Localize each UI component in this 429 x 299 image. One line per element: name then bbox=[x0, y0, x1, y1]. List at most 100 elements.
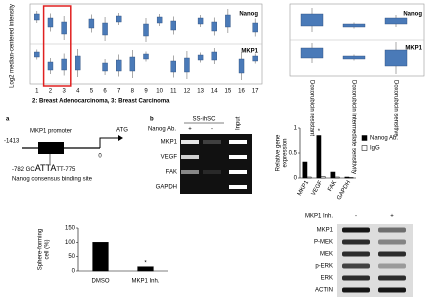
protein-label: ACTIN bbox=[315, 288, 333, 294]
box bbox=[88, 18, 95, 29]
band bbox=[378, 239, 406, 245]
box bbox=[47, 61, 54, 71]
box bbox=[61, 58, 67, 71]
bar bbox=[348, 177, 354, 179]
protein-label: p-ERK bbox=[315, 264, 333, 270]
gene-label: MKP1 bbox=[161, 140, 178, 146]
bar bbox=[334, 176, 340, 179]
box bbox=[225, 14, 231, 28]
box bbox=[197, 17, 204, 25]
column-label: Doxorubicin resistant bbox=[308, 80, 314, 136]
box bbox=[211, 21, 217, 32]
gene-label: FAK bbox=[166, 170, 177, 176]
band bbox=[181, 155, 199, 159]
promoter-box bbox=[38, 142, 64, 154]
band bbox=[342, 287, 370, 293]
box bbox=[34, 13, 40, 21]
atg-label: ATG bbox=[116, 128, 128, 134]
legend-swatch bbox=[361, 135, 368, 141]
box bbox=[384, 17, 408, 25]
box bbox=[61, 21, 67, 35]
box bbox=[170, 20, 176, 31]
bar bbox=[302, 161, 308, 179]
x-tick-label: MKP1 Inh. bbox=[131, 279, 159, 285]
lane-label: Input bbox=[236, 116, 242, 130]
box bbox=[384, 49, 408, 67]
promoter-label: MKP1 promoter bbox=[30, 129, 72, 135]
box bbox=[75, 55, 81, 71]
x-tick-label: MKP1 bbox=[297, 179, 311, 197]
significance: * bbox=[318, 129, 321, 135]
legend-label: Nanog Ab. bbox=[370, 136, 398, 142]
column-label: Doxorubicin intermediate sensitivity bbox=[350, 80, 356, 174]
gene-label: VEGF bbox=[161, 155, 178, 161]
column-label: 8 bbox=[131, 89, 135, 95]
y-tick-label: 150 bbox=[65, 226, 76, 232]
band bbox=[229, 185, 247, 189]
y-axis-label: cell (%) bbox=[45, 239, 51, 259]
band bbox=[378, 263, 406, 269]
band bbox=[342, 251, 370, 257]
y-axis-label: expression bbox=[283, 138, 289, 167]
box bbox=[252, 22, 258, 33]
gene-label: GAPDH bbox=[156, 185, 177, 191]
box bbox=[116, 15, 122, 23]
box bbox=[342, 23, 366, 28]
column-label: 2 bbox=[49, 89, 53, 95]
box bbox=[143, 23, 149, 37]
box bbox=[211, 51, 217, 61]
lane-label: - bbox=[211, 127, 213, 133]
position-label: -1413 bbox=[4, 139, 20, 145]
caption: 2: Breast Adenocarcinoma, 3: Breast Carc… bbox=[32, 99, 170, 105]
column-label: 5 bbox=[90, 89, 94, 95]
row-label: MKP1 bbox=[405, 46, 422, 52]
site-part: TT-775 bbox=[56, 167, 76, 173]
y-tick-label: 0.5 bbox=[289, 151, 298, 157]
bar bbox=[330, 171, 336, 179]
arrow-head bbox=[118, 135, 123, 141]
box bbox=[143, 53, 149, 60]
column-label: 11 bbox=[170, 89, 177, 95]
box bbox=[116, 59, 122, 72]
box bbox=[34, 51, 40, 58]
box bbox=[238, 58, 245, 74]
protein-label: MKP1 bbox=[317, 228, 334, 234]
row-label: MKP1 bbox=[241, 49, 258, 55]
box bbox=[170, 60, 176, 73]
treatment-label: MKP1 Inh. bbox=[305, 214, 333, 220]
band bbox=[229, 140, 247, 144]
y-tick-label: 0 bbox=[72, 269, 76, 275]
column-label: 9 bbox=[144, 89, 148, 95]
band bbox=[203, 170, 221, 174]
site-part: ATTA bbox=[35, 163, 57, 173]
band bbox=[181, 170, 199, 174]
column-label: 6 bbox=[103, 89, 107, 95]
box bbox=[47, 17, 54, 28]
band bbox=[229, 155, 247, 159]
band bbox=[342, 239, 370, 245]
bar bbox=[306, 176, 312, 179]
y-tick-label: 1 bbox=[294, 126, 298, 132]
column-label: 17 bbox=[252, 89, 259, 95]
highlight-box bbox=[42, 5, 72, 87]
lane-label: + bbox=[188, 127, 192, 133]
band bbox=[342, 263, 370, 269]
legend-swatch bbox=[361, 145, 368, 151]
bar bbox=[320, 176, 326, 179]
lane-label: + bbox=[390, 214, 394, 220]
row-label: Nanog bbox=[403, 12, 422, 18]
antibody-label: Nanog Ab. bbox=[148, 127, 176, 133]
site-part: -782 GC bbox=[12, 167, 35, 173]
x-tick-label: DMSO bbox=[92, 279, 110, 285]
legend-label: IgG bbox=[370, 146, 380, 152]
column-label: 15 bbox=[225, 89, 232, 95]
protein-label: MEK bbox=[320, 252, 333, 258]
band bbox=[378, 227, 406, 233]
row-label: Nanog bbox=[239, 12, 258, 18]
bar bbox=[92, 242, 109, 272]
site-caption: Nanog consensus binding site bbox=[12, 177, 93, 183]
protein-label: P-MEK bbox=[314, 240, 333, 246]
bar bbox=[137, 266, 154, 272]
lane-label: - bbox=[355, 214, 357, 220]
